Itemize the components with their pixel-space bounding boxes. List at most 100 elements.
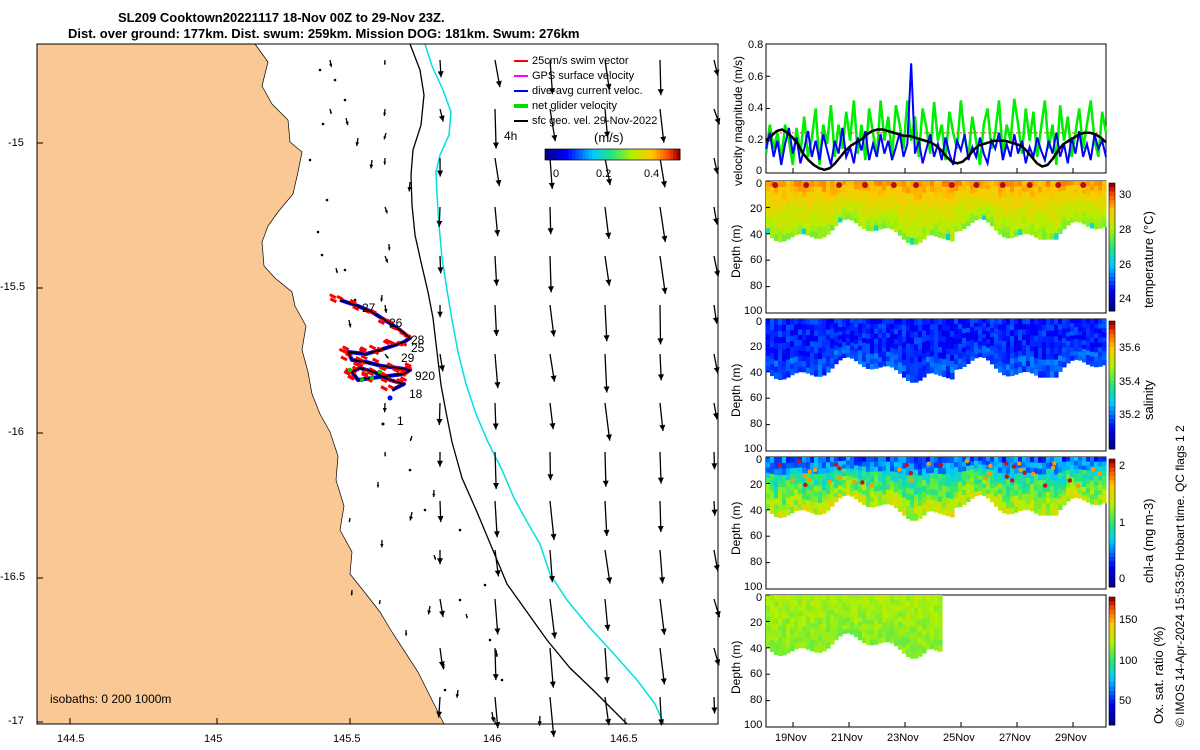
profile-cell xyxy=(1034,197,1039,205)
profile-cell xyxy=(942,508,947,515)
profile-cell xyxy=(794,356,799,363)
profile-cell xyxy=(850,602,855,608)
sal-ytick: 0 xyxy=(756,316,763,328)
profile-colorbar-segment xyxy=(1109,582,1115,588)
profile-cell xyxy=(1014,225,1019,232)
profile-cell xyxy=(918,650,923,657)
profile-cell xyxy=(1046,192,1051,200)
profile-cell xyxy=(1034,347,1039,354)
profile-cell xyxy=(966,189,971,195)
profile-cell xyxy=(878,485,883,492)
profile-cell xyxy=(898,208,903,215)
profile-cell xyxy=(870,205,875,212)
profile-cell xyxy=(1070,339,1075,345)
profile-cell xyxy=(934,346,939,353)
profile-cell xyxy=(974,480,979,485)
legend-item: 25cm/s swim vector xyxy=(514,55,629,67)
profile-cell xyxy=(1010,341,1015,348)
profile-cell xyxy=(1014,208,1019,215)
profile-cell xyxy=(974,472,979,477)
profile-cell xyxy=(942,364,947,372)
profile-cell xyxy=(1070,181,1075,186)
swim-vector xyxy=(352,305,360,312)
profile-cell xyxy=(1006,364,1011,371)
profile-cell xyxy=(1014,335,1019,342)
profile-cell xyxy=(978,184,983,190)
profile-cell xyxy=(930,335,935,342)
profile-cell xyxy=(930,483,935,490)
profile-cell xyxy=(950,366,955,374)
profile-cell xyxy=(970,469,975,475)
profile-cell xyxy=(934,605,939,613)
profile-cell xyxy=(938,352,943,359)
profile-colorbar-segment xyxy=(1109,389,1115,395)
profile-cell xyxy=(930,473,935,480)
profile-cell xyxy=(1018,457,1023,463)
profile-cell xyxy=(802,366,807,373)
isobaths-label: isobaths: 0 200 1000m xyxy=(50,692,172,706)
profile-cell xyxy=(986,205,991,211)
profile-cell xyxy=(998,196,1003,203)
profile-cell xyxy=(866,200,871,207)
legend-item: GPS surface velocity xyxy=(514,70,634,82)
profile-cell xyxy=(790,606,795,613)
profile-cell xyxy=(918,199,923,207)
profile-cell xyxy=(1038,336,1043,343)
profile-cell xyxy=(774,510,779,517)
profile-cell xyxy=(766,498,771,505)
profile-cell xyxy=(862,623,867,629)
profile-cell xyxy=(770,617,775,624)
profile-cell xyxy=(954,472,959,478)
profile-cell xyxy=(850,630,855,635)
profile-cell xyxy=(822,225,827,232)
profile-cell xyxy=(934,627,939,635)
profile-cell xyxy=(922,221,927,228)
chl-high-value-dot xyxy=(803,482,808,488)
profile-cell xyxy=(950,498,955,506)
profile-cell xyxy=(870,363,875,370)
profile-cell xyxy=(914,231,919,239)
profile-cell xyxy=(1090,494,1095,500)
profile-cell xyxy=(818,319,823,326)
current-vector-arrow-head xyxy=(369,164,374,169)
profile-cell xyxy=(802,504,807,511)
profile-cell xyxy=(1098,323,1103,330)
profile-cell xyxy=(874,328,879,335)
profile-cell xyxy=(886,347,891,353)
profile-cell xyxy=(894,364,899,371)
profile-cell xyxy=(854,461,859,466)
profile-cell xyxy=(938,600,943,607)
profile-cell xyxy=(966,354,971,360)
profile-cell xyxy=(1070,327,1075,332)
current-vector-arrow-head xyxy=(387,247,391,251)
profile-cell xyxy=(1042,359,1047,367)
profile-cell xyxy=(806,622,811,629)
profile-cell xyxy=(974,192,979,198)
profile-cell xyxy=(802,605,807,612)
profile-cell xyxy=(902,319,907,326)
profile-cell xyxy=(1034,181,1039,188)
profile-cell xyxy=(854,214,859,220)
profile-cell xyxy=(890,633,895,639)
profile-cell xyxy=(998,350,1003,357)
profile-cell xyxy=(978,207,983,212)
profile-cell xyxy=(878,614,883,620)
profile-cell xyxy=(814,479,819,487)
profile-cell xyxy=(894,477,899,483)
profile-cell xyxy=(786,342,791,349)
profile-cell xyxy=(1054,336,1059,343)
profile-cell xyxy=(878,595,883,601)
profile-cell xyxy=(802,329,807,336)
profile-cell xyxy=(870,629,875,636)
profile-cell xyxy=(786,336,791,343)
profile-cell xyxy=(846,345,851,350)
profile-cell xyxy=(766,217,771,224)
profile-cell xyxy=(890,204,895,211)
profile-cell xyxy=(1046,233,1051,240)
profile-cell xyxy=(926,340,931,347)
profile-cell xyxy=(1070,209,1075,215)
profile-cell xyxy=(1062,219,1067,225)
profile-cell xyxy=(818,457,823,464)
profile-cell xyxy=(922,227,927,234)
profile-cell xyxy=(814,474,819,481)
